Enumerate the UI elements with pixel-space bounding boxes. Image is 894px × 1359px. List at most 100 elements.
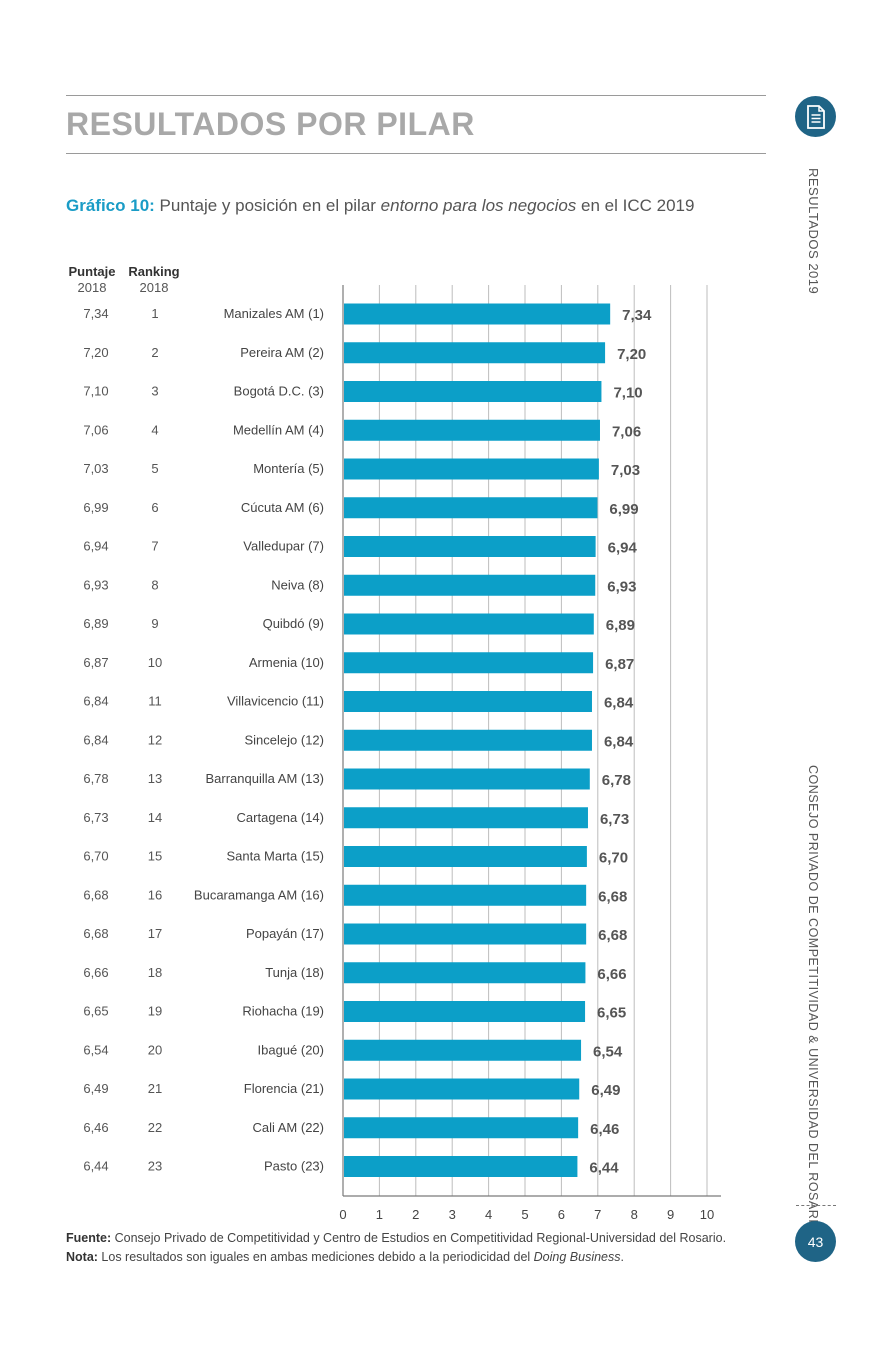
ranking-2018-cell: 5	[151, 461, 158, 476]
ranking-2018-cell: 12	[148, 732, 162, 747]
data-label: 6,68	[598, 927, 627, 944]
data-label: 6,84	[604, 733, 634, 750]
category-label: Barranquilla AM (13)	[206, 771, 325, 786]
bar	[344, 419, 600, 441]
bar	[344, 613, 594, 635]
bar	[344, 381, 602, 402]
category-label: Cartagena (14)	[237, 810, 324, 825]
bar	[344, 923, 587, 945]
bar	[344, 962, 586, 984]
x-tick-label: 3	[449, 1207, 456, 1222]
puntaje-2018-cell: 6,87	[83, 655, 108, 670]
data-label: 6,73	[600, 811, 629, 828]
ranking-2018-cell: 7	[151, 539, 158, 554]
category-label: Riohacha (19)	[242, 1004, 324, 1019]
puntaje-2018-cell: 7,06	[83, 422, 108, 437]
x-tick-label: 10	[700, 1207, 714, 1222]
puntaje-header-title: Puntaje	[68, 264, 116, 279]
x-tick-label: 8	[631, 1207, 638, 1222]
puntaje-2018-cell: 6,73	[83, 810, 108, 825]
page-number: 43	[795, 1221, 836, 1262]
puntaje-2018-cell: 6,44	[83, 1159, 108, 1174]
category-label: Pasto (23)	[264, 1159, 324, 1174]
bar	[344, 1001, 586, 1022]
bar	[344, 497, 598, 519]
category-label: Cúcuta AM (6)	[241, 500, 324, 515]
data-label: 6,99	[609, 501, 638, 518]
title-underline	[66, 153, 766, 154]
bar	[344, 1117, 579, 1139]
ranking-2018-cell: 17	[148, 926, 162, 941]
puntaje-header-year: 2018	[77, 280, 107, 295]
puntaje-2018-cell: 7,34	[83, 306, 108, 321]
data-label: 7,10	[613, 385, 642, 402]
puntaje-2018-cell: 6,84	[83, 732, 108, 747]
category-label: Quibdó (9)	[263, 616, 324, 631]
bar	[344, 846, 587, 867]
page-divider	[796, 1205, 836, 1206]
category-label: Montería (5)	[253, 461, 324, 476]
bar	[344, 884, 587, 906]
caption-text-italic: entorno para los negocios	[380, 196, 577, 215]
data-label: 7,34	[622, 307, 652, 324]
source-text: Consejo Privado de Competitividad y Cent…	[111, 1231, 727, 1245]
document-icon	[795, 96, 836, 137]
ranking-2018-cell: 22	[148, 1120, 162, 1135]
data-label: 6,44	[589, 1160, 619, 1177]
data-label: 7,03	[611, 462, 640, 479]
ranking-column-header: Ranking 2018	[124, 264, 184, 296]
data-label: 6,84	[604, 695, 634, 712]
note-label: Nota:	[66, 1250, 98, 1264]
category-label: Florencia (21)	[244, 1081, 324, 1096]
bar	[344, 342, 606, 364]
puntaje-2018-cell: 6,54	[83, 1042, 108, 1057]
category-label: Cali AM (22)	[252, 1120, 324, 1135]
ranking-2018-cell: 13	[148, 771, 162, 786]
data-label: 6,89	[606, 617, 635, 634]
ranking-2018-cell: 6	[151, 500, 158, 515]
note-italic: Doing Business	[533, 1250, 621, 1264]
bar	[344, 807, 588, 829]
puntaje-2018-cell: 6,84	[83, 694, 108, 709]
data-label: 7,06	[612, 423, 641, 440]
category-label: Armenia (10)	[249, 655, 324, 670]
bar	[344, 768, 590, 790]
data-label: 6,49	[591, 1082, 620, 1099]
puntaje-2018-cell: 7,20	[83, 345, 108, 360]
bar	[344, 574, 596, 596]
footer-note: Nota: Los resultados son iguales en amba…	[66, 1250, 624, 1264]
ranking-2018-cell: 11	[148, 694, 162, 709]
puntaje-2018-cell: 6,49	[83, 1081, 108, 1096]
ranking-2018-cell: 8	[151, 577, 158, 592]
ranking-2018-cell: 15	[148, 849, 162, 864]
category-label: Tunja (18)	[265, 965, 324, 980]
ranking-2018-cell: 4	[151, 422, 158, 437]
data-label: 6,66	[597, 966, 626, 983]
bar	[344, 729, 592, 751]
note-text: Los resultados son iguales en ambas medi…	[97, 1250, 534, 1264]
bar	[344, 458, 599, 480]
source-label: Fuente:	[66, 1231, 112, 1245]
caption-text-after: en el ICC 2019	[576, 196, 695, 215]
caption-text-before: Puntaje y posición en el pilar	[154, 196, 381, 215]
category-label: Medellín AM (4)	[233, 422, 324, 437]
x-tick-label: 5	[521, 1207, 528, 1222]
category-label: Sincelejo (12)	[245, 732, 325, 747]
ranking-2018-cell: 18	[148, 965, 162, 980]
data-label: 6,78	[602, 772, 631, 789]
ranking-header-year: 2018	[139, 280, 169, 295]
data-label: 6,65	[597, 1005, 626, 1022]
ranking-2018-cell: 23	[148, 1159, 162, 1174]
puntaje-2018-cell: 6,99	[83, 500, 108, 515]
ranking-2018-cell: 1	[151, 306, 158, 321]
side-label-publisher: CONSEJO PRIVADO DE COMPETITIVIDAD & UNIV…	[806, 765, 820, 1234]
category-label: Popayán (17)	[246, 926, 324, 941]
data-label: 6,54	[593, 1043, 623, 1060]
bar	[344, 1039, 582, 1061]
category-label: Santa Marta (15)	[226, 849, 324, 864]
chart-caption: Gráfico 10: Puntaje y posición en el pil…	[66, 196, 694, 216]
ranking-2018-cell: 3	[151, 384, 158, 399]
puntaje-2018-cell: 6,70	[83, 849, 108, 864]
category-label: Neiva (8)	[271, 577, 324, 592]
